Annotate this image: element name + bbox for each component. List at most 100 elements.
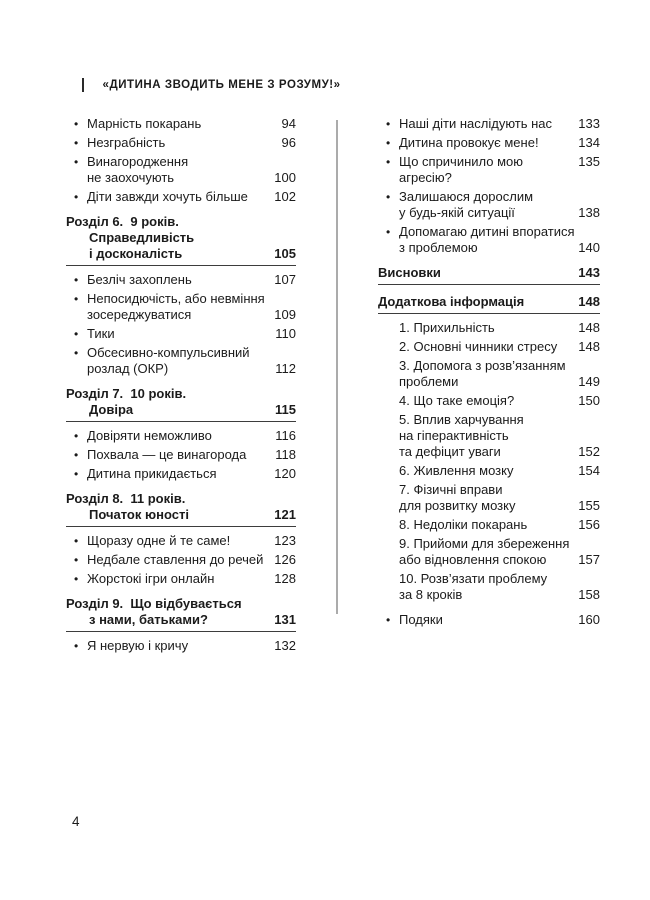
page-number: 4 — [72, 814, 80, 829]
toc-entry-title: 6. Живлення мозку — [399, 463, 514, 478]
toc-entry-title: 10. Розв’язати проблему — [399, 571, 548, 586]
toc-page-number: 121 — [274, 507, 296, 522]
toc-page-number: 120 — [274, 466, 296, 481]
toc-entry-line: Додаткова інформація 148 — [378, 294, 600, 310]
toc-entry-title: 4. Що таке емоція? — [399, 393, 515, 408]
bullet-icon: • — [74, 534, 79, 548]
toc-entry-line: Недбале ставлення до речей 126 — [87, 552, 296, 568]
toc-entry-line: за 8 кроків 158 — [399, 587, 600, 603]
toc-entry-line: Довіра 115 — [66, 402, 296, 418]
toc-entry-line: Жорстокі ігри онлайн 128 — [87, 571, 296, 587]
toc-entry-line: Справедливість — [66, 230, 296, 246]
toc-entry: 8. Недоліки покарань 156 — [378, 517, 600, 533]
toc-page-number: 112 — [275, 361, 296, 376]
toc-page-number: 132 — [274, 638, 296, 653]
toc-entry-line: 3. Допомога з розв’язанням — [399, 358, 600, 374]
toc-section-heading: Висновки 143 — [378, 265, 600, 285]
toc-entry-title: Жорстокі ігри онлайн — [87, 571, 215, 586]
bullet-icon: • — [74, 467, 79, 481]
toc-entry-line: Діти завжди хочуть більше 102 — [87, 189, 296, 205]
toc-section-heading: Додаткова інформація 148 — [378, 294, 600, 314]
toc-entry-line: Тики 110 — [87, 326, 296, 342]
bullet-icon: • — [74, 639, 79, 653]
toc-entry: • Недбале ставлення до речей 126 — [66, 552, 296, 568]
bullet-icon: • — [74, 448, 79, 462]
toc-page-number: 158 — [578, 587, 600, 602]
toc-entry: 5. Вплив харчування на гіперактивність та … — [378, 412, 600, 460]
toc-page-number: 156 — [578, 517, 600, 532]
toc-page-number: 148 — [578, 294, 600, 309]
toc-entry-title: 3. Допомога з розв’язанням — [399, 358, 566, 373]
toc-entry-title: за 8 кроків — [399, 587, 463, 602]
toc-entry-title: Залишаюся дорослим — [399, 189, 534, 204]
running-head-title: «ДИТИНА ЗВОДИТЬ МЕНЕ З РОЗУМУ!» — [102, 79, 341, 91]
toc-entry-line: зосереджуватися 109 — [87, 307, 296, 323]
toc-entry: • Я нервую і кричу 132 — [66, 638, 296, 654]
bullet-icon: • — [74, 190, 79, 204]
toc-entry: 2. Основні чинники стресу 148 — [378, 339, 600, 355]
toc-entry-title: проблеми — [399, 374, 459, 389]
running-head-bar — [82, 78, 84, 92]
toc-page-number: 148 — [578, 339, 600, 354]
toc-entry-title: Тики — [87, 326, 115, 341]
bullet-icon: • — [74, 327, 79, 341]
toc-entry-title: Довіряти неможливо — [87, 428, 212, 443]
toc-entry-title: Безліч захоплень — [87, 272, 192, 287]
toc-entry: 3. Допомога з розв’язанням проблеми 149 — [378, 358, 600, 390]
toc-entry: • Наші діти наслідують нас 133 — [378, 116, 600, 132]
toc-page-number: 157 — [578, 552, 600, 567]
toc-entry-line: Винагородження — [87, 154, 296, 170]
toc-entry-line: Безліч захоплень 107 — [87, 272, 296, 288]
toc-entry-line: Непосидючість, або невміння — [87, 291, 296, 307]
toc-entry-line: Залишаюся дорослим — [399, 189, 600, 205]
toc-page-number: 96 — [281, 135, 296, 150]
bullet-icon: • — [74, 117, 79, 131]
toc-entry-title: і досконалість — [89, 246, 183, 261]
heading-rule — [378, 312, 600, 314]
toc-entry-line: Похвала — це винагорода 118 — [87, 447, 296, 463]
toc-entry-line: для розвитку мозку 155 — [399, 498, 600, 514]
toc-page-number: 150 — [578, 393, 600, 408]
toc-entry-title: Розділ 6. 9 років. — [66, 214, 179, 229]
toc-entry-line: Довіряти неможливо 116 — [87, 428, 296, 444]
toc-entry-title: на гіперактивність — [399, 428, 509, 443]
toc-section-heading: Розділ 9. Що відбувається з нами, батькам… — [66, 596, 296, 632]
toc-entry-title: 1. Прихильність — [399, 320, 495, 335]
toc-entry-line: 10. Розв’язати проблему — [399, 571, 600, 587]
toc-entry-line: з нами, батьками? 131 — [66, 612, 296, 628]
toc-entry: • Допомагаю дитині впоратися з проблемою 14… — [378, 224, 600, 256]
toc-entry-line: і досконалість 105 — [66, 246, 296, 262]
toc-entry: • Незграбність 96 — [66, 135, 296, 151]
toc-entry-line: Що спричинило мою агресію? 135 — [399, 154, 600, 186]
toc-entry-line: Марність покарань 94 — [87, 116, 296, 132]
toc-entry-title: Довіра — [89, 402, 134, 417]
column-divider-line — [336, 120, 338, 614]
toc-entry-title: з проблемою — [399, 240, 478, 255]
bullet-icon: • — [386, 117, 391, 131]
toc-page-number: 149 — [578, 374, 600, 389]
toc-entry-line: 1. Прихильність 148 — [399, 320, 600, 336]
bullet-icon: • — [386, 225, 391, 239]
bullet-icon: • — [386, 613, 391, 627]
toc-page-number: 116 — [275, 428, 296, 443]
toc-entry-title: та дефіцит уваги — [399, 444, 501, 459]
toc-entry-line: Розділ 7. 10 років. — [66, 386, 296, 402]
toc-entry-line: 8. Недоліки покарань 156 — [399, 517, 600, 533]
toc-entry: 4. Що таке емоція? 150 — [378, 393, 600, 409]
toc-entry: • Непосидючість, або невміння зосереджуват… — [66, 291, 296, 323]
toc-entry-line: 5. Вплив харчування — [399, 412, 600, 428]
toc-entry-title: Що спричинило мою агресію? — [399, 154, 527, 185]
toc-entry-line: або відновлення спокою 157 — [399, 552, 600, 568]
toc-columns: • Марність покарань 94 • Незграбність 96 • Вина… — [66, 116, 600, 657]
toc-section-heading: Розділ 7. 10 років. Довіра 115 — [66, 386, 296, 422]
toc-page-number: 131 — [274, 612, 296, 627]
heading-rule — [66, 630, 296, 632]
toc-page-number: 107 — [274, 272, 296, 287]
toc-entry-line: у будь-якій ситуації 138 — [399, 205, 600, 221]
bullet-icon: • — [74, 346, 79, 360]
toc-page-number: 134 — [578, 135, 600, 150]
toc-page-number: 126 — [274, 552, 296, 567]
toc-entry: • Марність покарань 94 — [66, 116, 296, 132]
toc-page-number: 123 — [274, 533, 296, 548]
